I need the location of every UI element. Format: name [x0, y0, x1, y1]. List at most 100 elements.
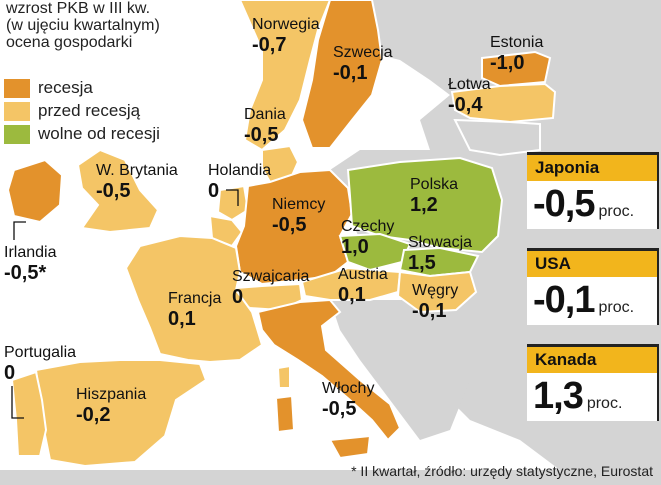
country-name: Słowacja	[408, 234, 473, 251]
box-unit: proc.	[598, 203, 635, 220]
header-line-1: wzrost PKB w III kw.	[6, 0, 151, 17]
label-norwegia: Norwegia -0,7	[252, 16, 320, 56]
country-name: Włochy	[322, 380, 375, 397]
label-wlochy: Włochy -0,5	[322, 380, 374, 420]
box-value: 1,3	[533, 375, 584, 417]
shape-lotwa	[450, 82, 557, 124]
label-dania: Dania -0,5	[244, 106, 286, 146]
legend-label: przed recesją	[38, 101, 141, 120]
shape-holandia	[216, 184, 250, 222]
legend-item-wolne-od-recesji: wolne od recesji	[4, 124, 160, 144]
shape-norwegia	[238, 0, 332, 152]
country-value: 0,1	[168, 308, 196, 330]
country-value: 0	[208, 180, 220, 202]
label-wegry: Węgry -0,1	[412, 282, 458, 322]
country-name: Portugalia	[4, 344, 77, 361]
country-name: Irlandia	[4, 244, 57, 261]
country-name: W. Brytania	[96, 162, 178, 179]
label-szwecja: Szwecja -0,1	[333, 44, 393, 84]
shape-szwecja	[300, 0, 384, 149]
legend-item-przed-recesja: przed recesją	[4, 101, 140, 121]
country-value: -0,5	[322, 398, 357, 420]
shape-benelux	[208, 214, 244, 248]
country-name: Węgry	[412, 282, 459, 299]
label-francja: Francja 0,1	[168, 290, 221, 330]
label-estonia: Estonia -1,0	[490, 34, 543, 74]
box-title: USA	[527, 251, 657, 277]
box-value: -0,5	[533, 183, 595, 225]
country-value: 0	[4, 362, 16, 384]
label-portugalia: Portugalia 0	[4, 344, 76, 384]
label-slowacja: Słowacja 1,5	[408, 234, 472, 274]
legend-swatch	[4, 78, 30, 98]
header-line-3: ocena gospodarki	[6, 34, 133, 51]
box-value: -0,1	[533, 279, 595, 321]
label-hiszpania: Hiszpania -0,2	[76, 386, 146, 426]
footnote: * II kwartał, źródło: urzędy statystyczn…	[351, 463, 653, 479]
country-value: 0	[232, 286, 244, 308]
label-austria: Austria 0,1	[338, 266, 388, 306]
country-name: Dania	[244, 106, 286, 123]
country-name: Szwajcaria	[232, 268, 310, 285]
box-kanada: Kanada 1,3 proc.	[527, 344, 659, 421]
land-africa	[0, 470, 661, 485]
country-name: Szwecja	[333, 44, 393, 61]
label-w-brytania: W. Brytania -0,5	[96, 162, 178, 202]
label-polska: Polska 1,2	[410, 176, 458, 216]
legend-swatch	[4, 124, 30, 144]
box-japonia: Japonia -0,5 proc.	[527, 152, 659, 229]
box-usa: USA -0,1 proc.	[527, 248, 659, 325]
box-value-row: -0,5 proc.	[527, 181, 657, 229]
shape-francja	[124, 234, 264, 364]
box-unit: proc.	[598, 299, 635, 316]
country-name: Francja	[168, 290, 222, 307]
country-value: -0,1	[333, 62, 368, 84]
pointer-portugalia	[11, 386, 24, 419]
shape-w-brytania	[76, 148, 160, 234]
country-value: -0,7	[252, 34, 287, 56]
country-name: Czechy	[341, 218, 395, 235]
shape-wegry	[396, 270, 478, 314]
pointer-holandia	[226, 189, 239, 206]
country-value: -0,5	[244, 124, 279, 146]
country-value: 0,1	[338, 284, 366, 306]
country-name: Holandia	[208, 162, 272, 179]
shape-sardynia	[274, 394, 296, 434]
legend-label: recesja	[38, 78, 93, 97]
label-szwajcaria: Szwajcaria 0	[232, 268, 309, 308]
country-name: Austria	[338, 266, 388, 283]
shape-sycylia	[328, 434, 372, 460]
shape-portugalia	[10, 370, 48, 457]
legend-item-recesja: recesja	[4, 78, 93, 98]
label-irlandia: Irlandia -0,5*	[4, 244, 56, 284]
box-title: Kanada	[527, 347, 657, 373]
country-value: 1,5	[408, 252, 436, 274]
country-value: -0,2	[76, 404, 111, 426]
shape-polska	[346, 156, 504, 254]
label-lotwa: Łotwa -0,4	[448, 76, 491, 116]
country-name: Estonia	[490, 34, 544, 51]
shape-irlandia	[6, 158, 64, 224]
box-title: Japonia	[527, 155, 657, 181]
legend-swatch	[4, 101, 30, 121]
legend-label: wolne od recesji	[38, 124, 160, 143]
country-name: Polska	[410, 176, 459, 193]
box-value-row: -0,1 proc.	[527, 277, 657, 325]
shape-estonia	[481, 50, 552, 88]
label-holandia: Holandia 0	[208, 162, 271, 202]
label-czechy: Czechy 1,0	[341, 218, 394, 258]
land-balkans	[330, 300, 470, 440]
header-line-2: (w ujęciu kwartalnym)	[6, 17, 160, 34]
box-value-row: 1,3 proc.	[527, 373, 657, 421]
country-name: Łotwa	[448, 76, 491, 93]
country-value: 1,0	[341, 236, 369, 258]
country-value: -1,0	[490, 52, 525, 74]
pointer-irlandia	[13, 221, 26, 240]
country-value: -0,5	[96, 180, 131, 202]
country-name: Norwegia	[252, 16, 320, 33]
country-value: -0,4	[448, 94, 483, 116]
country-name: Niemcy	[272, 196, 326, 213]
land-lithuania	[453, 118, 541, 157]
country-value: -0,5	[272, 214, 307, 236]
country-value: 1,2	[410, 194, 438, 216]
